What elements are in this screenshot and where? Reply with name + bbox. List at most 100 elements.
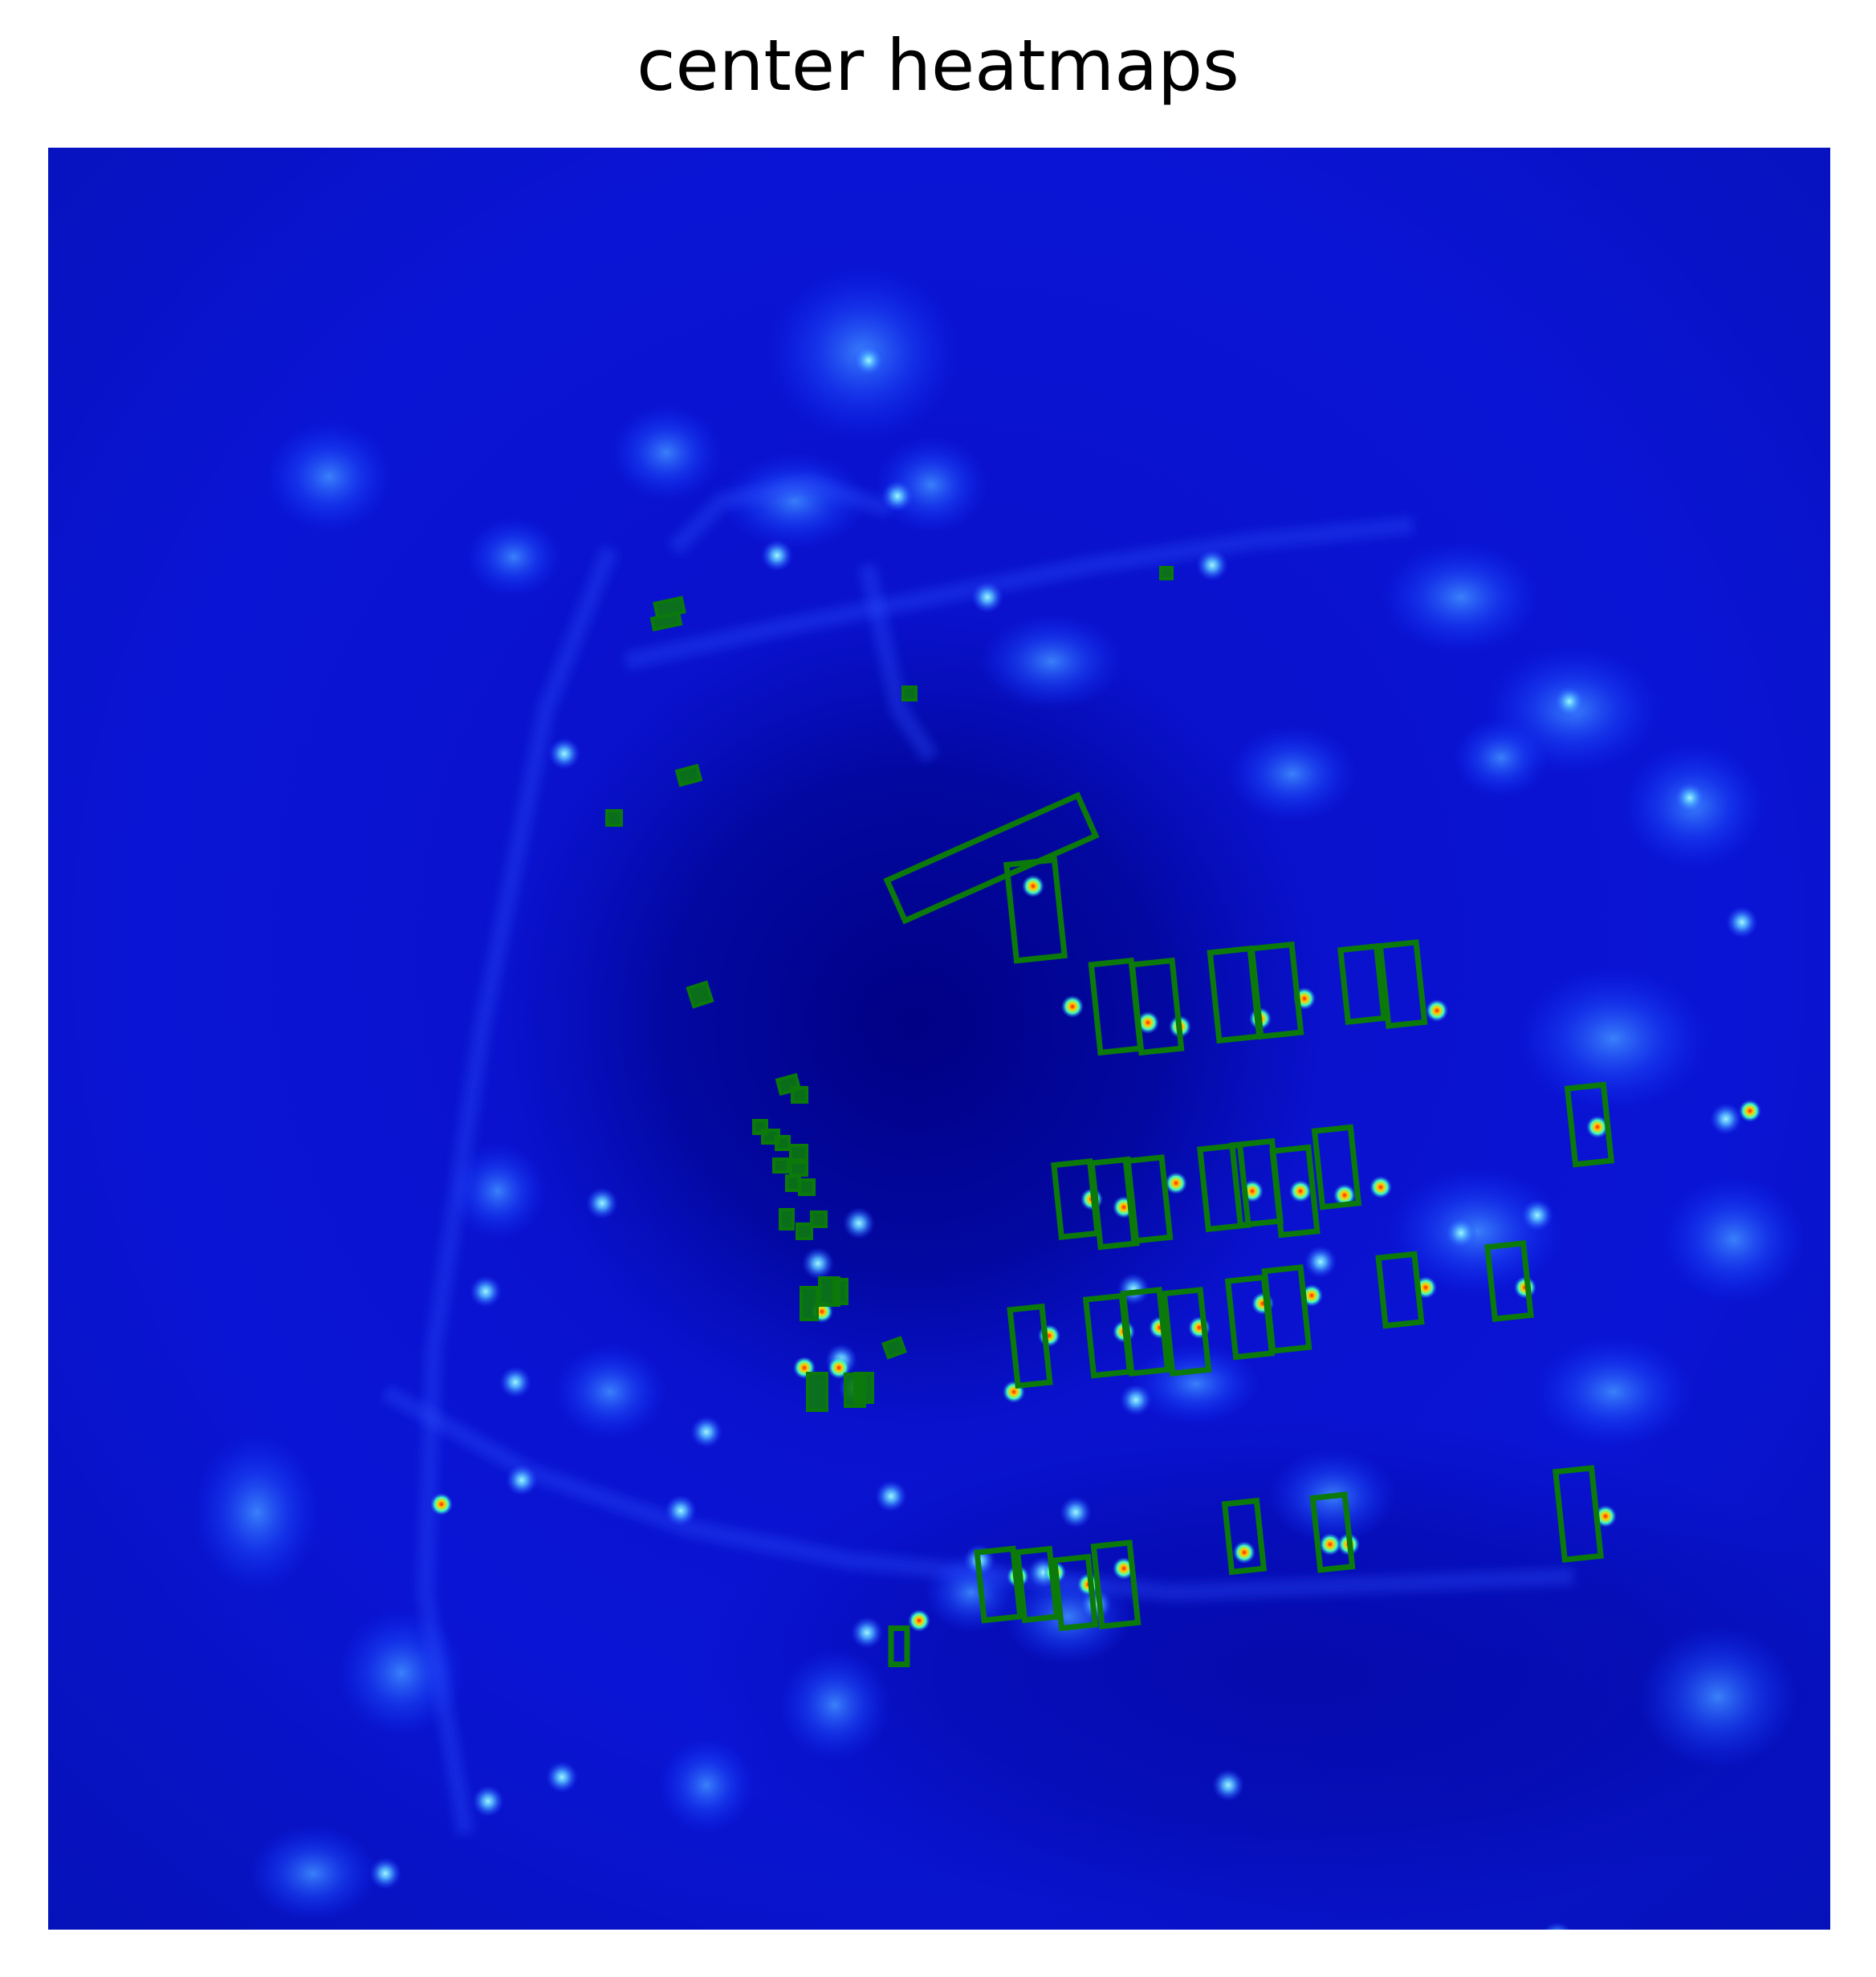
heat-peak — [1319, 1533, 1341, 1556]
detection-box — [1221, 1497, 1268, 1576]
heat-streak — [416, 545, 619, 1835]
heat-speck — [470, 1275, 502, 1308]
detection-box — [1564, 1081, 1615, 1168]
detection-marker — [791, 1086, 808, 1104]
detection-box — [1090, 1540, 1141, 1629]
heat-speck — [851, 1617, 883, 1649]
heat-peak — [1586, 1116, 1609, 1138]
detection-box-layer — [605, 566, 1615, 1667]
heat-speck — [1710, 1103, 1742, 1135]
heat-speck — [1543, 1922, 1572, 1930]
heat-speck — [586, 1187, 618, 1219]
detection-box — [888, 1625, 910, 1667]
detection-marker — [1159, 566, 1174, 580]
detection-marker — [674, 763, 703, 787]
heat-glow — [779, 1649, 891, 1761]
heat-speck — [548, 738, 580, 770]
heat-peak — [1369, 1176, 1392, 1198]
heat-peak — [1137, 1011, 1159, 1034]
heat-glow — [1662, 1175, 1806, 1304]
heat-glow — [249, 1825, 377, 1922]
heat-speck — [853, 344, 885, 376]
detection-box — [1197, 1141, 1251, 1233]
detection-box — [974, 1545, 1023, 1624]
detection-box — [1311, 1124, 1362, 1210]
heat-glow — [1389, 1167, 1565, 1296]
heat-peak — [1233, 1541, 1255, 1564]
detection-marker — [798, 1178, 816, 1196]
streak-layer — [380, 475, 1574, 1835]
heat-speck — [506, 1464, 538, 1496]
heat-speck — [1212, 1769, 1244, 1801]
heat-streak — [380, 1384, 1574, 1602]
heat-glow — [610, 405, 722, 501]
heatmap-canvas — [48, 148, 1830, 1930]
heat-speck — [1196, 549, 1228, 581]
detection-marker — [806, 1372, 828, 1412]
detection-box — [1120, 1287, 1171, 1377]
heat-speck — [843, 1207, 875, 1239]
heat-speck — [690, 1416, 722, 1448]
heat-speck — [546, 1761, 578, 1793]
detection-marker — [789, 1144, 808, 1161]
dark-region-south — [690, 1416, 1830, 1930]
detection-marker — [772, 1157, 790, 1174]
heat-glow — [1132, 1344, 1260, 1424]
detection-box — [1377, 939, 1428, 1029]
heat-peak — [430, 1493, 453, 1515]
heat-peak — [1289, 1180, 1312, 1202]
heat-glow — [1533, 1336, 1694, 1448]
detection-marker — [881, 1336, 907, 1360]
detection-box — [1261, 1264, 1312, 1354]
heat-streak — [624, 516, 1414, 670]
heat-glow — [1453, 718, 1549, 798]
detection-box — [1161, 1287, 1212, 1377]
detection-marker — [800, 1286, 819, 1321]
heat-peak — [908, 1609, 930, 1632]
detection-box — [1248, 941, 1304, 1040]
detection-marker — [686, 980, 714, 1009]
heat-glow — [554, 1344, 666, 1440]
detection-box — [1484, 1240, 1534, 1322]
detection-box — [1375, 1251, 1425, 1329]
detection-marker — [775, 1135, 791, 1151]
detection-box — [1129, 957, 1185, 1056]
detection-box — [1269, 1144, 1321, 1239]
heat-speck — [881, 480, 914, 512]
heat-speck — [1304, 1246, 1337, 1278]
heat-glow — [193, 1432, 321, 1593]
heat-peak — [1022, 875, 1044, 897]
heat-glow — [466, 517, 562, 597]
detection-marker — [832, 1278, 848, 1305]
heat-peak — [1426, 999, 1448, 1022]
detection-box — [1007, 1303, 1053, 1389]
dark-region — [498, 605, 1333, 1440]
heat-speck — [802, 1247, 834, 1279]
heat-speck — [1726, 906, 1758, 938]
detection-marker — [605, 809, 623, 827]
heat-glow — [658, 1737, 755, 1833]
heat-glow — [1517, 966, 1710, 1111]
heat-glow — [979, 613, 1124, 710]
detection-marker — [796, 1222, 813, 1240]
detection-marker — [779, 1208, 795, 1231]
detection-box — [1309, 1491, 1356, 1573]
detection-box — [1337, 943, 1387, 1025]
detection-marker — [901, 685, 918, 702]
detection-box — [1552, 1465, 1604, 1563]
detection-box — [1122, 1154, 1174, 1244]
heat-speck — [1521, 1199, 1553, 1231]
heat-streak — [858, 563, 939, 763]
heat-speck — [875, 1480, 907, 1512]
heat-peak — [1333, 1184, 1356, 1206]
heat-streak — [668, 475, 894, 555]
detection-marker — [649, 611, 683, 632]
heat-speck — [369, 1857, 401, 1890]
detection-marker — [853, 1372, 874, 1404]
heat-speck — [1060, 1496, 1092, 1528]
heat-glow — [1638, 1625, 1798, 1769]
heat-glow — [265, 421, 393, 533]
heat-speck — [1553, 685, 1585, 718]
detection-marker — [785, 1174, 801, 1192]
heat-glow — [1381, 541, 1541, 653]
